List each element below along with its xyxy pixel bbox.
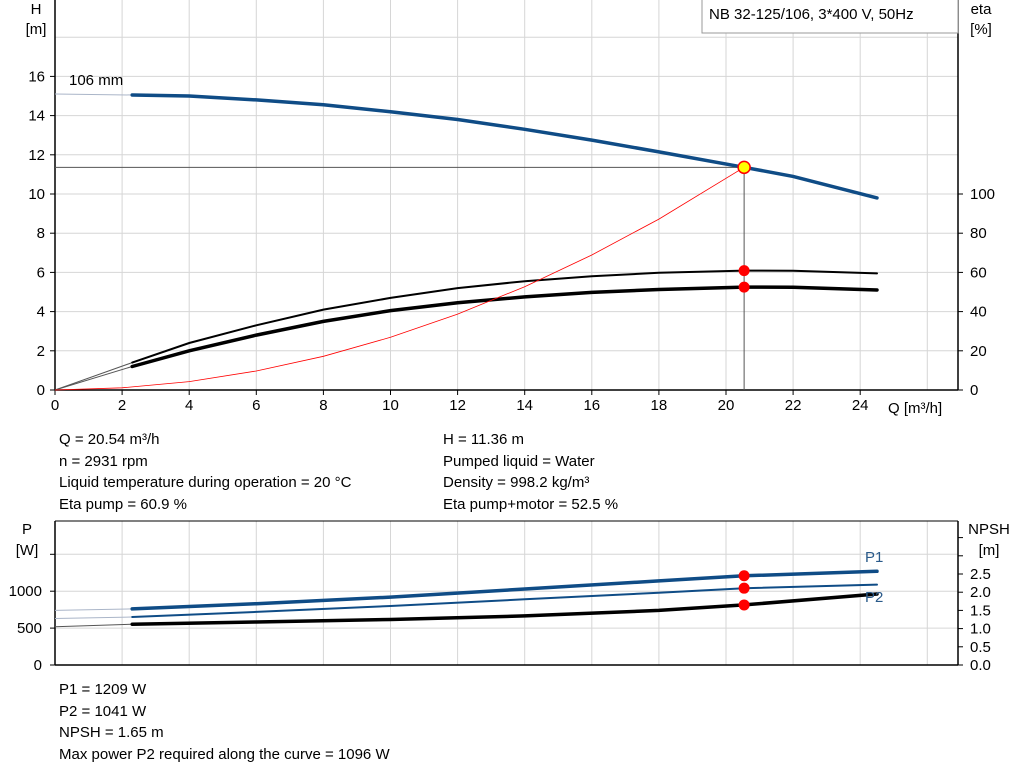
y-left-tick-label: 1000 <box>9 583 42 600</box>
y-left-tick-label: 4 <box>37 304 45 321</box>
info-eta-total: Eta pump+motor = 52.5 % <box>443 495 619 513</box>
y-right-label: NPSH <box>968 521 1010 538</box>
x-tick-label: 12 <box>449 397 466 414</box>
x-tick-label: 10 <box>382 397 399 414</box>
info-p2: P2 = 1041 W <box>59 702 147 720</box>
system-curve <box>54 166 745 391</box>
info-n: n = 2931 rpm <box>59 452 148 470</box>
y-right-tick-label: 1.5 <box>970 602 991 619</box>
y-right-tick-label: 2.5 <box>970 566 991 583</box>
curve-label: 106 mm <box>69 72 123 89</box>
x-tick-label: 14 <box>516 397 533 414</box>
y-left-tick-label: 14 <box>28 108 45 125</box>
x-tick-label: 0 <box>51 397 59 414</box>
x-tick-label: 2 <box>118 397 126 414</box>
y-left-tick-label: 6 <box>37 264 45 281</box>
p2-extrapolation <box>54 616 133 619</box>
x-tick-label: 24 <box>852 397 869 414</box>
p1-label: P1 <box>865 549 883 566</box>
x-tick-label: 4 <box>185 397 193 414</box>
power-info: P1 = 1209 W P2 = 1041 W NPSH = 1.65 m Ma… <box>59 679 390 765</box>
H-extrapolation <box>54 93 133 96</box>
info-max-p2: Max power P2 required along the curve = … <box>59 745 390 763</box>
y-left-tick-label: 0 <box>37 382 45 399</box>
info-h: H = 11.36 m <box>443 431 525 448</box>
x-tick-label: 20 <box>718 397 735 414</box>
x-tick-label: 18 <box>651 397 668 414</box>
info-liquid: Pumped liquid = Water <box>443 452 595 470</box>
y-left-tick-label: 0 <box>34 657 42 674</box>
npsh-curve <box>130 592 879 626</box>
x-tick-label: 16 <box>583 397 600 414</box>
title-box <box>701 0 959 34</box>
y-right-tick-label: 60 <box>970 264 987 281</box>
operating-info-left: Q = 20.54 m³/h n = 2931 rpm Liquid tempe… <box>59 429 351 515</box>
eta-pump-curve <box>131 269 878 364</box>
y-left-tick-label: 2 <box>37 343 45 360</box>
info-density: Density = 998.2 kg/m³ <box>443 474 590 491</box>
y-right-tick-label: 0.0 <box>970 657 991 674</box>
y-left-tick-label: 16 <box>28 68 45 85</box>
H-curve <box>130 93 879 200</box>
y-left-tick-label: 10 <box>28 186 45 203</box>
y-right-tick-label: 0.5 <box>970 639 991 656</box>
eta-pump-motor-curve <box>130 285 879 369</box>
eta-pump-motor-extrapolation <box>54 366 133 391</box>
y-right-tick-label: 80 <box>970 225 987 242</box>
y-right-tick-label: 100 <box>970 186 995 203</box>
y-left-label: H <box>31 1 42 18</box>
y-left-unit: [W] <box>16 542 39 559</box>
info-q: Q = 20.54 m³/h <box>59 431 160 448</box>
operating-info-right: H = 11.36 m Pumped liquid = Water Densit… <box>443 429 618 515</box>
y-left-label: P <box>22 521 32 538</box>
info-eta-pump: Eta pump = 60.9 % <box>59 495 187 513</box>
npsh-extrapolation <box>54 623 133 628</box>
eta-pump-point <box>738 265 750 277</box>
operating-point <box>737 160 751 175</box>
info-npsh: NPSH = 1.65 m <box>59 724 164 741</box>
y-right-tick-label: 2.0 <box>970 584 991 601</box>
y-right-tick-label: 0 <box>970 382 978 399</box>
p1-operating-point <box>738 570 750 582</box>
y-left-tick-label: 500 <box>17 620 42 637</box>
chart-title: NB 32-125/106, 3*400 V, 50Hz <box>709 6 914 23</box>
x-tick-label: 22 <box>785 397 802 414</box>
p2-operating-point <box>738 582 750 594</box>
eta-pump-extrapolation <box>54 362 133 391</box>
y-right-label: eta <box>971 1 993 18</box>
p1-extrapolation <box>54 608 133 611</box>
y-right-unit: [%] <box>970 21 992 38</box>
x-axis-label: Q [m³/h] <box>888 400 942 417</box>
y-right-tick-label: 40 <box>970 304 987 321</box>
y-right-tick-label: 20 <box>970 343 987 360</box>
p2-label: P2 <box>865 589 883 606</box>
y-left-tick-label: 12 <box>28 147 45 164</box>
npsh-operating-point <box>738 599 750 611</box>
y-right-unit: [m] <box>979 542 1000 559</box>
y-right-tick-label: 1.0 <box>970 621 991 638</box>
info-p1: P1 = 1209 W <box>59 681 147 698</box>
x-tick-label: 6 <box>252 397 260 414</box>
y-left-unit: [m] <box>26 21 47 38</box>
eta-pump-motor-point <box>738 281 750 293</box>
info-temp: Liquid temperature during operation = 20… <box>59 474 352 491</box>
x-tick-label: 8 <box>319 397 327 414</box>
y-left-tick-label: 8 <box>37 225 45 242</box>
